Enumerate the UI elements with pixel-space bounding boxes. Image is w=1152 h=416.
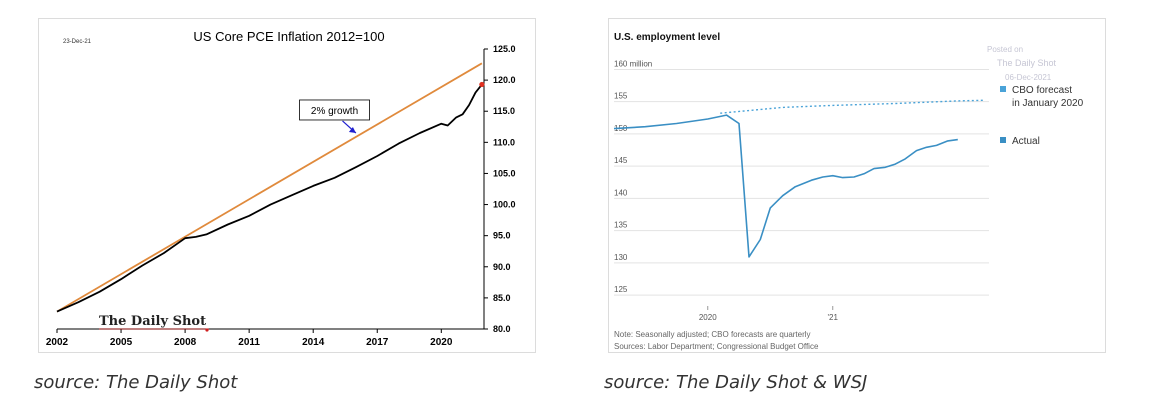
- x-tick-label: '21: [828, 313, 839, 322]
- x-tick-label: 2002: [46, 337, 69, 348]
- y-tick-label: 120.0: [493, 75, 516, 85]
- annotation-box: [299, 99, 370, 121]
- y-tick-label: 95.0: [493, 231, 511, 241]
- watermark-daily-shot: The Daily Shot: [99, 314, 206, 329]
- x-tick-label: 2005: [110, 337, 133, 348]
- employment-chart-panel: U.S. employment level 160 million 155 150 14…: [608, 18, 1106, 353]
- watermark-dot: [205, 328, 209, 332]
- trend-line-2pct: [56, 62, 483, 313]
- caption-right: source: The Daily Shot & WSJ: [604, 372, 868, 393]
- watermark-daily-shot: The Daily Shot: [997, 58, 1057, 68]
- y-unit-label: 160 million: [614, 59, 652, 68]
- chart-title: U.S. employment level: [614, 32, 720, 43]
- pce-chart: US Core PCE Inflation 2012=100 23-Dec-21 1…: [46, 29, 516, 348]
- y-tick-label: 100.0: [493, 200, 516, 210]
- y-tick-label: 105.0: [493, 168, 516, 178]
- y-tick-label: 115.0: [493, 106, 515, 116]
- caption-left: source: The Daily Shot: [34, 372, 238, 393]
- y-tick-label: 130: [614, 253, 628, 262]
- legend-swatch-actual: [1000, 137, 1006, 143]
- y-tick-label: 125.0: [493, 44, 516, 54]
- x-tick-label: 2011: [238, 337, 260, 348]
- note-text: Note: Seasonally adjusted; CBO forecasts…: [614, 330, 811, 339]
- y-tick-label: 140: [614, 188, 628, 197]
- y-tick-label: 155: [614, 92, 628, 101]
- y-tick-label: 80.0: [493, 324, 511, 334]
- y-tick-label: 135: [614, 221, 628, 230]
- y-tick-label: 90.0: [493, 262, 511, 272]
- watermark-posted-on: Posted on: [987, 45, 1023, 54]
- y-tick-label: 85.0: [493, 293, 511, 303]
- x-tick-label: 2014: [302, 337, 325, 348]
- watermark-date: 06-Dec-2021: [1005, 73, 1052, 82]
- pce-chart-panel: US Core PCE Inflation 2012=100 23-Dec-21 1…: [38, 18, 536, 353]
- chart-title: US Core PCE Inflation 2012=100: [193, 29, 384, 44]
- x-tick-label: 2020: [699, 313, 717, 322]
- y-tick-label: 125: [614, 285, 628, 294]
- annotation-arrowhead: [348, 127, 356, 133]
- date-stamp: 23-Dec-21: [63, 39, 92, 45]
- last-value-marker: [479, 81, 485, 88]
- actual-employment-line: [613, 114, 958, 258]
- annotation-label: 2% growth: [311, 106, 358, 117]
- legend-label-actual: Actual: [1012, 136, 1040, 147]
- core-pce-line: [56, 83, 483, 313]
- cbo-forecast-line: [720, 99, 983, 114]
- x-tick-label: 2020: [430, 337, 453, 348]
- y-tick-label: 145: [614, 156, 628, 165]
- legend-swatch-forecast: [1000, 86, 1006, 92]
- x-tick-label: 2017: [366, 337, 389, 348]
- legend-label-forecast-2: in January 2020: [1012, 98, 1084, 109]
- legend-label-forecast-1: CBO forecast: [1012, 85, 1072, 96]
- y-tick-label: 110.0: [493, 137, 515, 147]
- sources-text: Sources: Labor Department; Congressional…: [614, 342, 819, 351]
- x-tick-label: 2008: [174, 337, 197, 348]
